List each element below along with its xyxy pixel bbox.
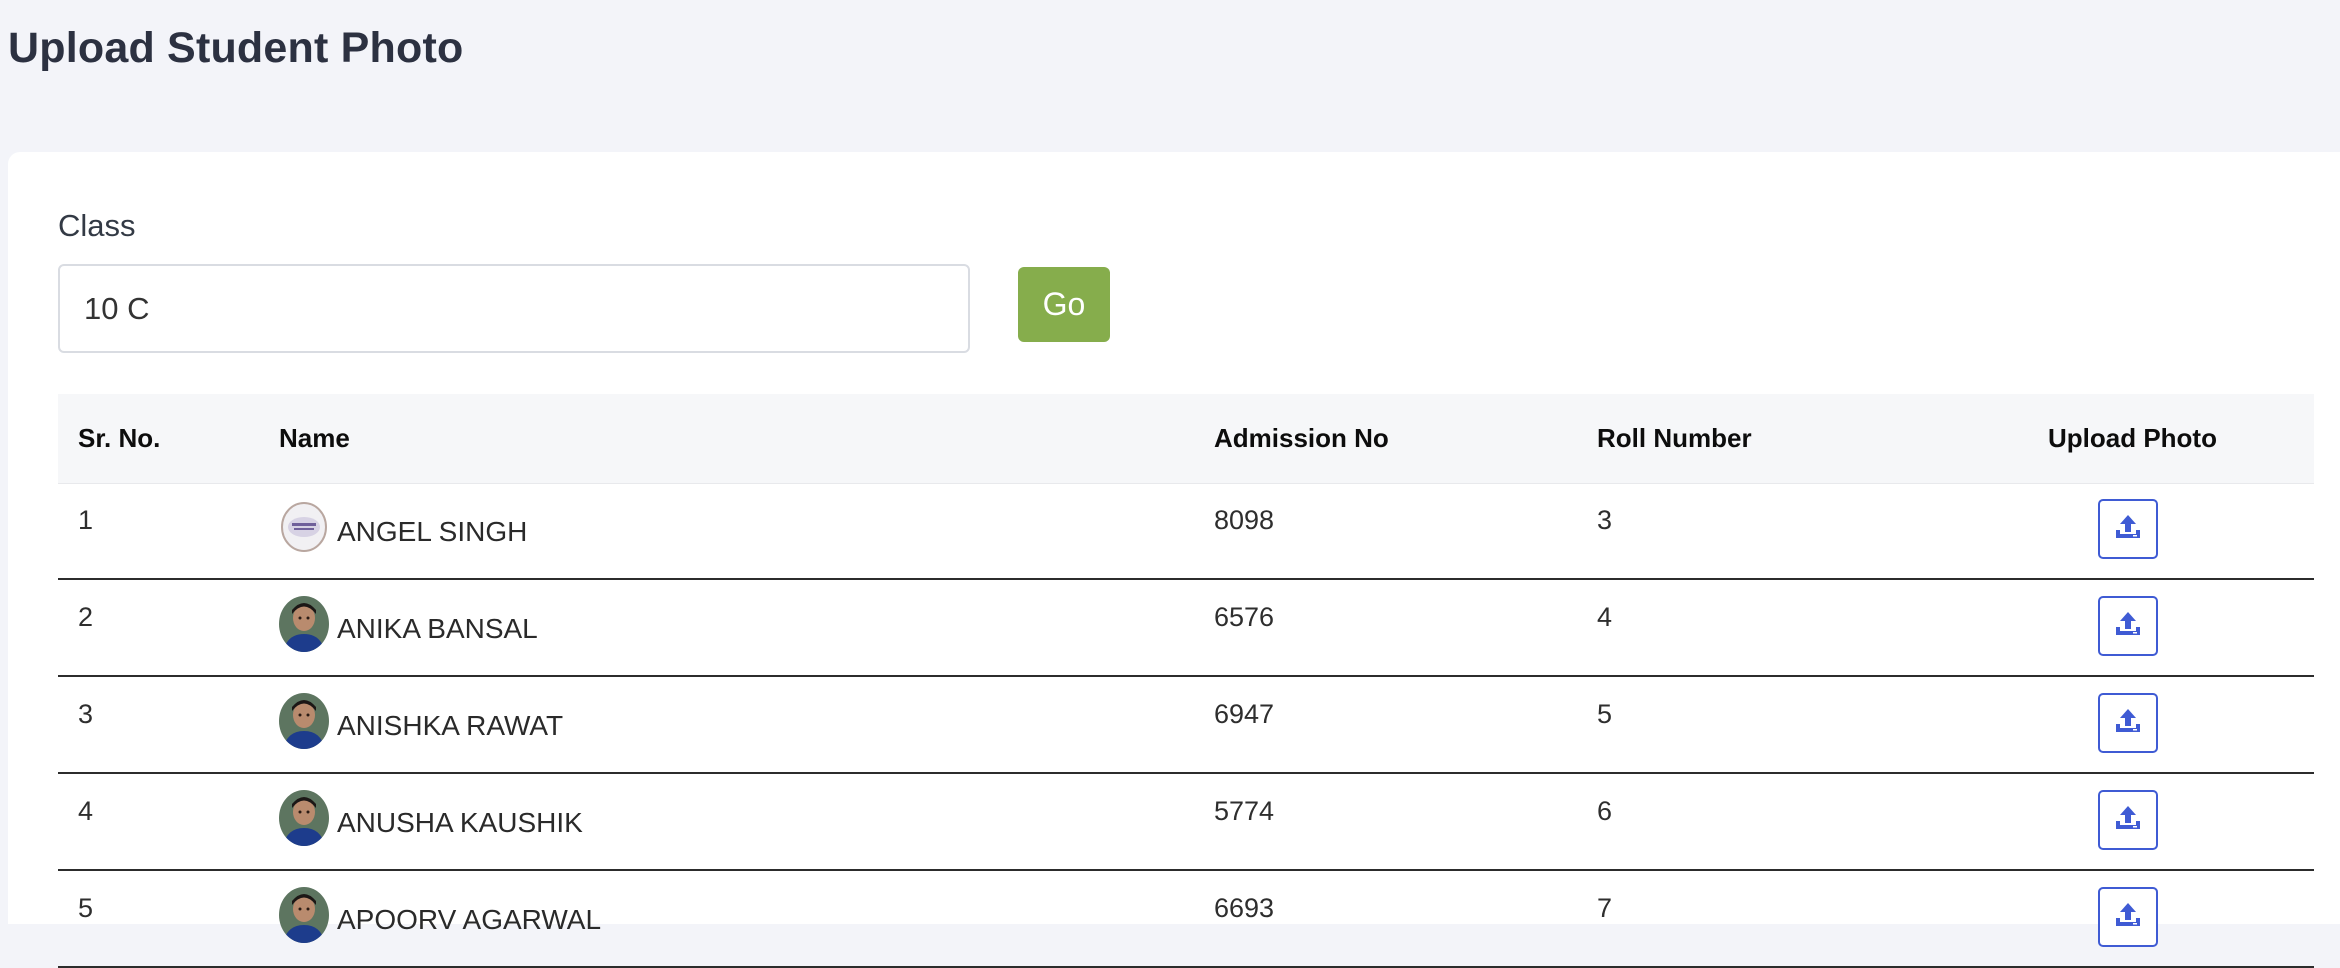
- go-button[interactable]: Go: [1018, 267, 1110, 342]
- student-name-cell: ANUSHA KAUSHIK: [279, 790, 583, 846]
- sr-no-cell: 1: [78, 505, 94, 535]
- header-sr-no: Sr. No.: [78, 423, 161, 453]
- student-name: ANISHKA RAWAT: [337, 710, 564, 741]
- table-row: 1 ANGEL SINGH 8098 3: [58, 483, 2314, 580]
- header-upload-photo: Upload Photo: [2048, 423, 2217, 453]
- header-admission-no: Admission No: [1214, 423, 1389, 453]
- table-row: 3 ANISHKA RAWAT 6947 5: [58, 677, 2314, 774]
- student-name: APOORV AGARWAL: [337, 904, 602, 935]
- upload-icon: [2113, 513, 2143, 546]
- student-avatar: [279, 790, 329, 846]
- roll-number-cell: 3: [1597, 505, 1613, 535]
- admission-no-cell: 6947: [1214, 699, 1275, 729]
- sr-no-cell: 3: [78, 699, 94, 729]
- roll-number-cell: 5: [1597, 699, 1613, 729]
- page-title: Upload Student Photo: [8, 24, 464, 72]
- upload-photo-button[interactable]: [2098, 499, 2158, 559]
- upload-photo-button[interactable]: [2098, 693, 2158, 753]
- roll-number-cell: 7: [1597, 893, 1613, 923]
- admission-no-cell: 8098: [1214, 505, 1275, 535]
- student-avatar: [279, 596, 329, 652]
- main-card: Class 10 C Go Sr. No. Name Admission No …: [8, 152, 2340, 968]
- upload-icon: [2113, 901, 2143, 934]
- class-label: Class: [58, 208, 136, 243]
- table-header: Sr. No. Name Admission No Roll Number Up…: [58, 394, 2314, 484]
- table-row: 4 ANUSHA KAUSHIK 5774 6: [58, 774, 2314, 871]
- student-name: ANGEL SINGH: [337, 516, 528, 547]
- table-row: 5 APOORV AGARWAL 6693 7: [58, 871, 2314, 968]
- sr-no-cell: 4: [78, 796, 94, 826]
- upload-photo-button[interactable]: [2098, 887, 2158, 947]
- no-image-avatar: [279, 499, 329, 555]
- table-row: 2 ANIKA BANSAL 6576 4: [58, 580, 2314, 677]
- upload-photo-button[interactable]: [2098, 790, 2158, 850]
- sr-no-cell: 5: [78, 893, 94, 923]
- student-name: ANUSHA KAUSHIK: [337, 807, 583, 838]
- header-name: Name: [279, 423, 350, 453]
- roll-number-cell: 4: [1597, 602, 1613, 632]
- student-name-cell: ANIKA BANSAL: [279, 596, 538, 652]
- upload-photo-button[interactable]: [2098, 596, 2158, 656]
- student-name-cell: ANISHKA RAWAT: [279, 693, 563, 749]
- student-name: ANIKA BANSAL: [337, 613, 538, 644]
- upload-icon: [2113, 804, 2143, 837]
- admission-no-cell: 5774: [1214, 796, 1275, 826]
- header-roll-number: Roll Number: [1597, 423, 1752, 453]
- admission-no-cell: 6576: [1214, 602, 1275, 632]
- roll-number-cell: 6: [1597, 796, 1613, 826]
- table-body: 1 ANGEL SINGH 8098 3 2 ANIKA BANSAL 6576 4 3 ANIS…: [58, 483, 2314, 968]
- student-avatar: [279, 693, 329, 749]
- admission-no-cell: 6693: [1214, 893, 1275, 923]
- upload-icon: [2113, 707, 2143, 740]
- class-select[interactable]: 10 C: [58, 264, 970, 353]
- upload-icon: [2113, 610, 2143, 643]
- sr-no-cell: 2: [78, 602, 94, 632]
- student-name-cell: APOORV AGARWAL: [279, 887, 601, 943]
- student-avatar: [279, 887, 329, 943]
- student-name-cell: ANGEL SINGH: [279, 499, 527, 555]
